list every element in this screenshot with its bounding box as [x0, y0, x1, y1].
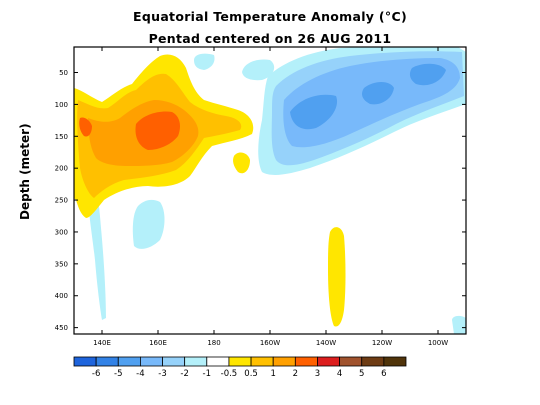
x-tick-label-160W: 160W — [260, 339, 280, 347]
colorbar-label-6: -0.5 — [221, 369, 238, 379]
chart-subtitle: Pentad centered on 26 AUG 2011 — [148, 31, 392, 46]
x-tick-label-140W: 140W — [316, 339, 336, 347]
y-tick-label-150: 150 — [55, 133, 68, 141]
colorbar-swatch-1 — [95, 356, 119, 367]
x-tick-label-100W: 100W — [428, 339, 448, 347]
y-tick-label-250: 250 — [55, 197, 68, 205]
cold-core-west — [290, 94, 338, 130]
colorbar-swatch-10 — [294, 356, 318, 367]
colorbar-swatch-8 — [250, 356, 274, 367]
x-tick-label-140E: 140E — [93, 339, 111, 347]
warm-small-lobe — [233, 152, 250, 174]
colorbar-label-0: -6 — [92, 369, 100, 379]
x-tick-label-160E: 160E — [149, 339, 167, 347]
colorbar-swatch-6 — [206, 356, 230, 367]
anomaly-field — [74, 47, 466, 334]
y-tick-label-200: 200 — [55, 165, 68, 173]
y-tick-label-400: 400 — [55, 292, 68, 300]
colorbar-label-4: -2 — [180, 369, 188, 379]
colorbar-swatch-7 — [228, 356, 252, 367]
chart-title: Equatorial Temperature Anomaly (°C) — [133, 9, 407, 24]
colorbar-swatch-13 — [361, 356, 385, 367]
colorbar-swatch-3 — [139, 356, 163, 367]
y-tick-label-50: 50 — [59, 69, 68, 77]
colorbar-label-9: 2 — [293, 369, 298, 379]
cold-core-east — [409, 63, 446, 86]
cold-core-mid — [362, 82, 394, 105]
colorbar-label-10: 3 — [315, 369, 320, 379]
colorbar-swatch-5 — [184, 356, 208, 367]
y-tick-label-100: 100 — [55, 101, 68, 109]
colorbar-swatch-4 — [162, 356, 186, 367]
colorbar-label-3: -3 — [158, 369, 166, 379]
colorbar-label-8: 1 — [270, 369, 275, 379]
colorbar-swatch-14 — [383, 356, 407, 367]
colorbar-label-11: 4 — [337, 369, 342, 379]
y-tick-label-450: 450 — [55, 324, 68, 332]
x-tick-label-180: 180 — [207, 339, 220, 347]
colorbar-swatch-0 — [73, 356, 97, 367]
y-tick-label-350: 350 — [55, 260, 68, 268]
colorbar-swatch-9 — [272, 356, 296, 367]
warm-deep-patch — [328, 227, 346, 327]
colorbar-label-1: -5 — [114, 369, 122, 379]
cold-patch-west-mid — [132, 199, 165, 249]
cold-patch-top-2 — [242, 59, 275, 81]
x-tick-label-120W: 120W — [372, 339, 392, 347]
warm-core-3C-west — [79, 117, 92, 137]
cold-patch-east-deep — [452, 315, 466, 334]
colorbar: -6 -5 -4 -3 -2 -1 -0.5 0.5 1 2 3 4 5 6 — [73, 356, 407, 379]
colorbar-label-12: 5 — [359, 369, 364, 379]
colorbar-label-5: -1 — [203, 369, 211, 379]
cold-patch-top — [194, 53, 215, 70]
colorbar-label-2: -4 — [136, 369, 144, 379]
colorbar-label-7: 0.5 — [244, 369, 258, 379]
y-tick-label-300: 300 — [55, 228, 68, 236]
warm-core-3C — [135, 111, 180, 150]
x-axis: 140E 160E 180 160W 140W 120W 100W — [93, 47, 448, 347]
colorbar-swatch-2 — [117, 356, 141, 367]
colorbar-swatch-12 — [339, 356, 363, 367]
colorbar-label-13: 6 — [381, 369, 386, 379]
colorbar-swatch-11 — [317, 356, 341, 367]
y-axis: 50 100 150 200 250 300 350 400 450 — [55, 69, 466, 332]
